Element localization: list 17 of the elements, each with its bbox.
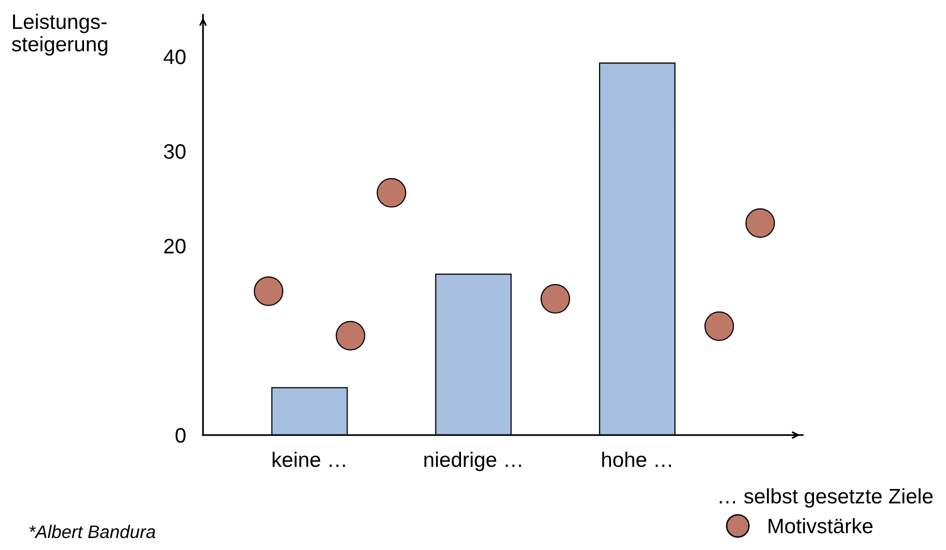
x-tick-label: hohe …	[602, 452, 671, 468]
y-tick-label: 20	[164, 238, 186, 254]
point	[745, 208, 775, 238]
x-tick-label: keine …	[272, 452, 345, 468]
point	[336, 320, 366, 350]
point	[254, 276, 284, 306]
y-axis-title: Leistungs- steigerung	[12, 14, 108, 56]
legend-label: Motivstärke	[768, 518, 873, 534]
y-tick-label: 40	[164, 49, 186, 64]
point	[376, 178, 406, 208]
text: *Albert Bandura	[29, 524, 156, 538]
x-tick-label: niedrige …	[424, 452, 521, 472]
legend-title: … selbst gesetzte Ziele	[720, 488, 933, 508]
point	[540, 284, 570, 314]
y-tick-label: 0	[176, 428, 186, 443]
y-tick-label: 30	[164, 144, 186, 159]
point	[704, 311, 734, 341]
